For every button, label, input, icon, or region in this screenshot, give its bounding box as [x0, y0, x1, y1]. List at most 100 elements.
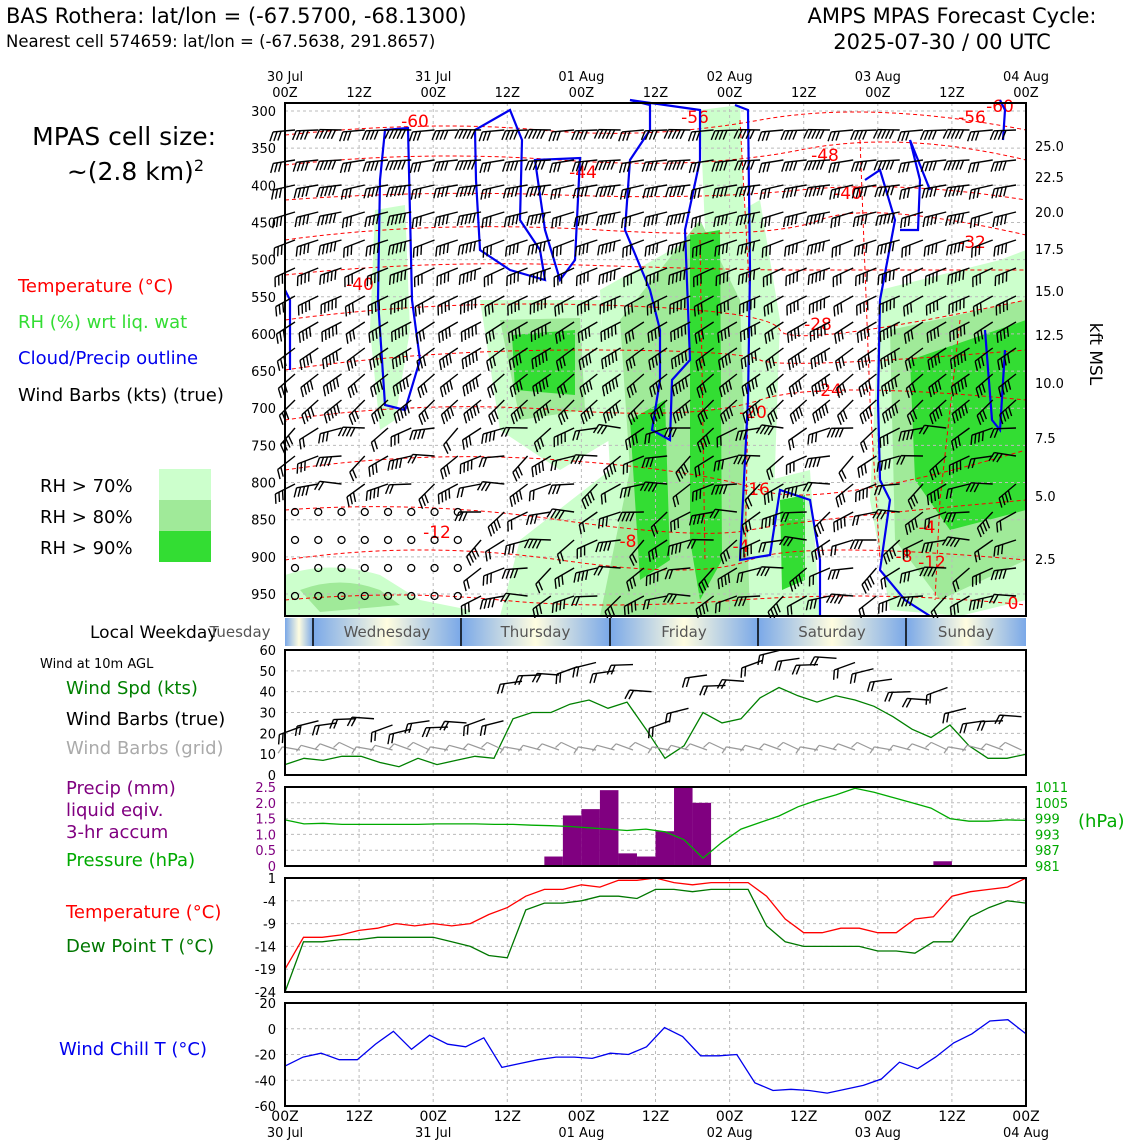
barb-feather	[901, 131, 906, 142]
wind-barb	[530, 321, 552, 342]
barb-feather	[811, 273, 814, 284]
barb-feather	[630, 302, 634, 313]
barb-feather	[768, 358, 772, 369]
barb-feather	[438, 245, 442, 256]
barb-feather	[488, 431, 492, 442]
barb-feather	[335, 351, 339, 361]
barb-feather	[505, 130, 511, 141]
barb-feather	[956, 461, 958, 472]
barb-feather	[980, 329, 984, 340]
barb-feather	[581, 499, 587, 510]
barb-feather	[583, 273, 586, 284]
barb-feather	[923, 246, 926, 257]
barb-feather	[514, 302, 517, 313]
barb-feather	[535, 384, 539, 395]
calm-wind-marker	[360, 507, 369, 517]
barb-feather	[888, 458, 891, 469]
barb-feather	[931, 384, 936, 395]
cloud-outline	[623, 98, 702, 442]
barb-feather	[700, 581, 707, 591]
barb-feather	[830, 428, 836, 438]
surface-wind-barb	[664, 707, 689, 724]
barb-feather	[814, 432, 818, 443]
barb-feather	[529, 304, 532, 315]
barb-feather	[443, 273, 446, 284]
barb-feather	[679, 129, 686, 140]
barb-feather	[439, 387, 444, 398]
wind-barb	[944, 184, 970, 198]
barb-feather	[720, 187, 724, 198]
barb-feather	[604, 357, 608, 368]
barb-feather	[681, 677, 686, 688]
wind-barb	[318, 239, 342, 256]
temperature-contour-label: -8	[620, 532, 637, 552]
wind-barb	[966, 129, 993, 142]
barb-feather	[650, 414, 655, 425]
barb-feather	[923, 130, 929, 141]
barb-feather	[649, 457, 654, 468]
barb-feather	[536, 129, 542, 140]
wind-barb	[785, 455, 807, 475]
barb-feather	[704, 601, 709, 612]
wind-barb	[786, 295, 807, 316]
barb-feather	[492, 430, 496, 441]
wind-barb	[858, 373, 877, 398]
barb-feather	[824, 403, 829, 414]
barb-feather	[996, 453, 1003, 463]
barb-feather	[462, 726, 466, 737]
barb-feather	[304, 302, 307, 313]
barb-feather	[773, 605, 779, 616]
grid-barb-feather	[629, 741, 636, 748]
barb-feather	[766, 162, 771, 172]
grid-barb-feather	[407, 741, 414, 748]
barb-feather	[831, 569, 836, 580]
barb-feather	[959, 299, 961, 310]
wind-barb	[528, 483, 552, 502]
wind-barb	[763, 483, 784, 505]
barb-feather	[597, 566, 604, 576]
barb-feather	[664, 713, 668, 724]
barb-feather	[681, 379, 685, 390]
barb-feather	[821, 406, 826, 416]
barb-feather	[930, 215, 934, 226]
barb-feather	[669, 215, 674, 226]
barb-feather	[1001, 273, 1004, 284]
wind-barb	[363, 184, 389, 199]
barb-feather	[724, 328, 727, 339]
barb-feather	[347, 162, 352, 172]
wind-barb	[874, 184, 900, 198]
barb-feather	[513, 130, 519, 140]
barb-feather	[343, 162, 348, 173]
barb-feather	[373, 384, 377, 395]
barb-feather	[819, 299, 822, 310]
barb-feather	[388, 484, 394, 495]
barb-feather	[513, 160, 519, 171]
barb-feather	[880, 510, 887, 520]
barb-feather	[440, 187, 445, 198]
barb-feather	[465, 437, 469, 448]
barb-feather	[648, 433, 651, 444]
barb-feather	[648, 245, 651, 256]
barb-feather	[911, 356, 915, 367]
grid-barb-staff	[726, 746, 745, 751]
barb-feather	[747, 213, 752, 224]
barb-feather	[838, 358, 842, 369]
barb-feather	[347, 275, 350, 286]
barb-feather	[519, 379, 523, 390]
barb-feather	[1000, 244, 1004, 255]
barb-feather	[402, 379, 406, 390]
barb-feather	[578, 454, 584, 465]
pressure-tick-label: 550	[251, 291, 276, 306]
barb-feather	[903, 572, 907, 583]
barb-feather	[341, 218, 345, 229]
barb-feather	[364, 217, 368, 228]
barb-feather	[963, 324, 966, 335]
barb-feather	[816, 457, 821, 467]
wind-barb	[346, 347, 366, 371]
barb-feather	[534, 357, 538, 368]
wind-barb	[625, 347, 645, 371]
barb-feather	[921, 543, 926, 554]
barb-feather	[926, 495, 930, 506]
barb-feather	[331, 299, 334, 310]
wind-barb	[945, 483, 970, 500]
